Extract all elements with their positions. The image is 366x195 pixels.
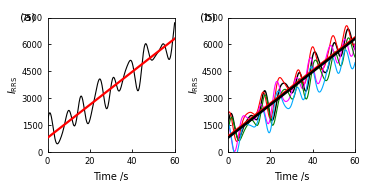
Y-axis label: $I_{\rm RRS}$: $I_{\rm RRS}$ [6,76,20,94]
Text: (b): (b) [200,12,216,22]
X-axis label: Time /s: Time /s [274,172,309,182]
Y-axis label: $I_{\rm RRS}$: $I_{\rm RRS}$ [187,76,201,94]
X-axis label: Time /s: Time /s [93,172,129,182]
Text: (a): (a) [20,12,35,22]
